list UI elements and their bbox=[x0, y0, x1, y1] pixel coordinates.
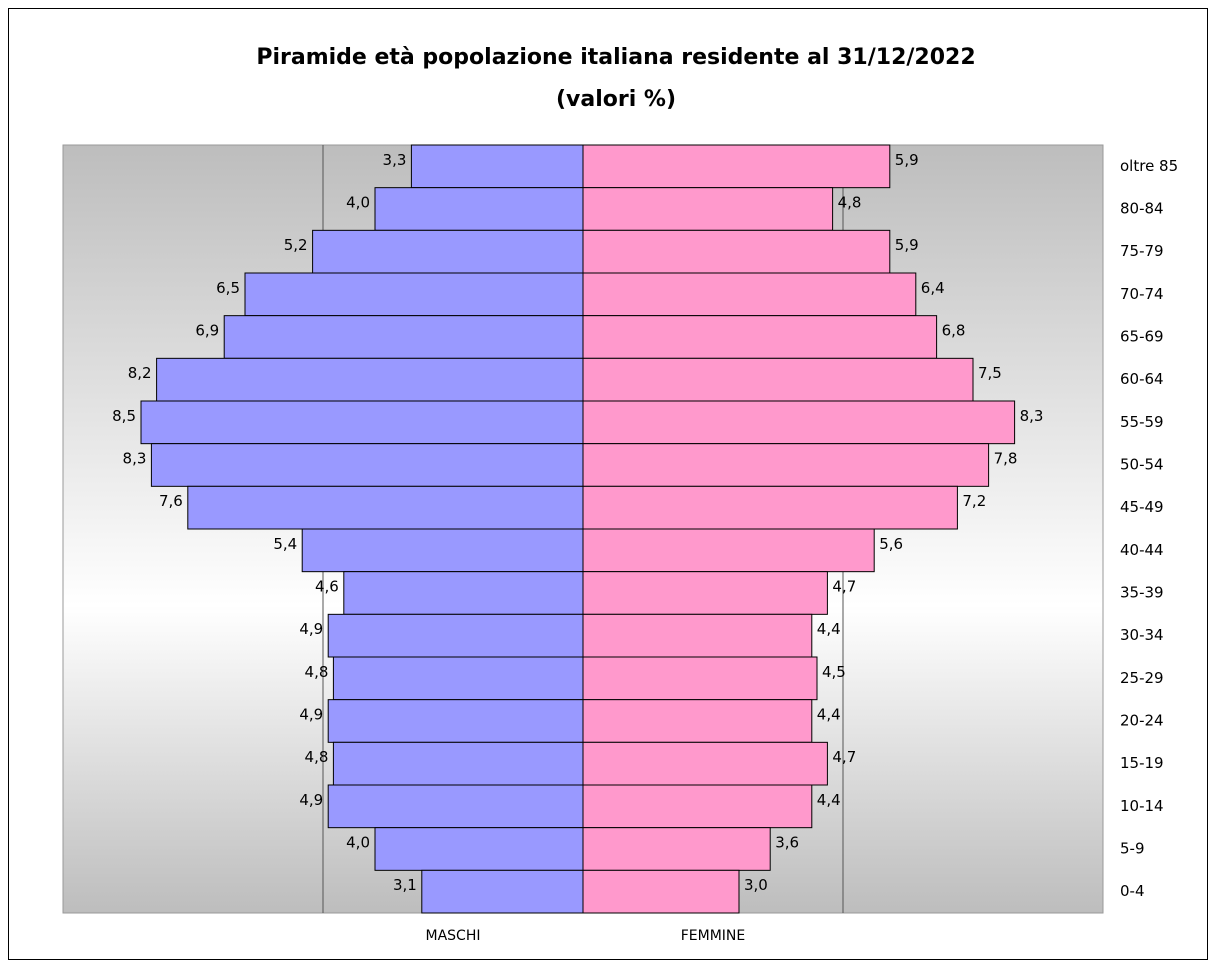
bar bbox=[421, 869, 584, 914]
category-label: 25-29 bbox=[1120, 669, 1164, 687]
chart-title: Piramide età popolazione italiana reside… bbox=[256, 45, 975, 70]
value-label: 6,5 bbox=[216, 279, 240, 297]
value-label: 4,7 bbox=[832, 578, 856, 596]
value-label: 4,7 bbox=[832, 748, 856, 766]
value-label: 3,1 bbox=[393, 876, 417, 894]
bar bbox=[582, 357, 974, 402]
bar bbox=[582, 784, 813, 829]
value-label: 5,2 bbox=[284, 236, 308, 254]
bar bbox=[582, 315, 938, 359]
bar bbox=[244, 272, 584, 317]
bar bbox=[582, 400, 1016, 445]
value-label: 4,4 bbox=[817, 791, 841, 809]
value-label: 4,8 bbox=[305, 663, 329, 681]
value-label: 4,0 bbox=[346, 194, 370, 212]
category-label: 45-49 bbox=[1120, 498, 1164, 516]
category-label: 80-84 bbox=[1120, 200, 1164, 218]
value-label: 4,9 bbox=[299, 620, 323, 638]
value-label: 3,3 bbox=[383, 151, 407, 169]
value-label: 8,3 bbox=[1020, 407, 1044, 425]
bar bbox=[332, 741, 584, 786]
bar bbox=[140, 400, 584, 445]
bar bbox=[374, 187, 584, 231]
bar bbox=[327, 613, 584, 658]
category-label: 60-64 bbox=[1120, 370, 1164, 388]
value-label: 4,9 bbox=[299, 706, 323, 724]
bar bbox=[582, 741, 828, 786]
value-label: 6,8 bbox=[942, 322, 966, 340]
value-label: 8,5 bbox=[112, 407, 136, 425]
bar bbox=[582, 187, 834, 231]
value-label: 4,5 bbox=[822, 663, 846, 681]
bar bbox=[582, 869, 740, 914]
bar bbox=[301, 528, 584, 573]
value-label: 6,9 bbox=[195, 322, 219, 340]
bar bbox=[150, 443, 584, 487]
value-label: 4,4 bbox=[817, 620, 841, 638]
category-label: 40-44 bbox=[1120, 541, 1164, 559]
bar bbox=[156, 357, 584, 402]
value-label: 6,4 bbox=[921, 279, 945, 297]
category-label: 30-34 bbox=[1120, 626, 1164, 644]
bar bbox=[582, 699, 813, 743]
bar bbox=[332, 656, 584, 701]
category-label: 50-54 bbox=[1120, 456, 1164, 474]
bar bbox=[582, 613, 813, 658]
bar bbox=[582, 656, 818, 701]
category-label: oltre 85 bbox=[1120, 157, 1178, 175]
category-label: 65-69 bbox=[1120, 328, 1164, 346]
bar bbox=[223, 315, 584, 359]
legend-label: MASCHI bbox=[426, 928, 481, 944]
bar bbox=[312, 229, 584, 274]
bar bbox=[187, 485, 584, 530]
value-label: 4,8 bbox=[305, 748, 329, 766]
value-label: 7,8 bbox=[994, 450, 1018, 468]
value-label: 8,3 bbox=[123, 450, 147, 468]
value-label: 3,6 bbox=[775, 834, 799, 852]
value-label: 4,8 bbox=[838, 194, 862, 212]
category-label: 0-4 bbox=[1120, 882, 1145, 900]
bar bbox=[327, 784, 584, 829]
bar bbox=[343, 571, 584, 615]
bar bbox=[582, 827, 771, 871]
category-label: 75-79 bbox=[1120, 242, 1164, 260]
chart-subtitle: (valori %) bbox=[556, 87, 676, 112]
bar bbox=[410, 144, 584, 189]
category-label: 55-59 bbox=[1120, 413, 1164, 431]
value-label: 4,6 bbox=[315, 578, 339, 596]
value-label: 4,0 bbox=[346, 834, 370, 852]
bar bbox=[582, 528, 875, 573]
category-label: 10-14 bbox=[1120, 797, 1164, 815]
legend-label: FEMMINE bbox=[681, 928, 746, 944]
value-label: 7,2 bbox=[962, 492, 986, 510]
value-label: 4,9 bbox=[299, 791, 323, 809]
value-label: 5,9 bbox=[895, 236, 919, 254]
bar bbox=[582, 571, 828, 615]
bar bbox=[582, 229, 891, 274]
value-label: 3,0 bbox=[744, 876, 768, 894]
category-label: 35-39 bbox=[1120, 584, 1164, 602]
category-label: 5-9 bbox=[1120, 840, 1145, 858]
value-label: 5,9 bbox=[895, 151, 919, 169]
category-label: 70-74 bbox=[1120, 285, 1164, 303]
value-label: 7,6 bbox=[159, 492, 183, 510]
bar bbox=[582, 443, 990, 487]
bar bbox=[582, 485, 958, 530]
value-label: 8,2 bbox=[128, 364, 152, 382]
bar bbox=[582, 144, 891, 189]
bar bbox=[374, 827, 584, 871]
bar bbox=[327, 699, 584, 743]
bar bbox=[582, 272, 917, 317]
category-label: 15-19 bbox=[1120, 754, 1164, 772]
value-label: 7,5 bbox=[978, 364, 1002, 382]
value-label: 5,6 bbox=[879, 535, 903, 553]
value-label: 4,4 bbox=[817, 706, 841, 724]
category-label: 20-24 bbox=[1120, 712, 1164, 730]
value-label: 5,4 bbox=[273, 535, 297, 553]
